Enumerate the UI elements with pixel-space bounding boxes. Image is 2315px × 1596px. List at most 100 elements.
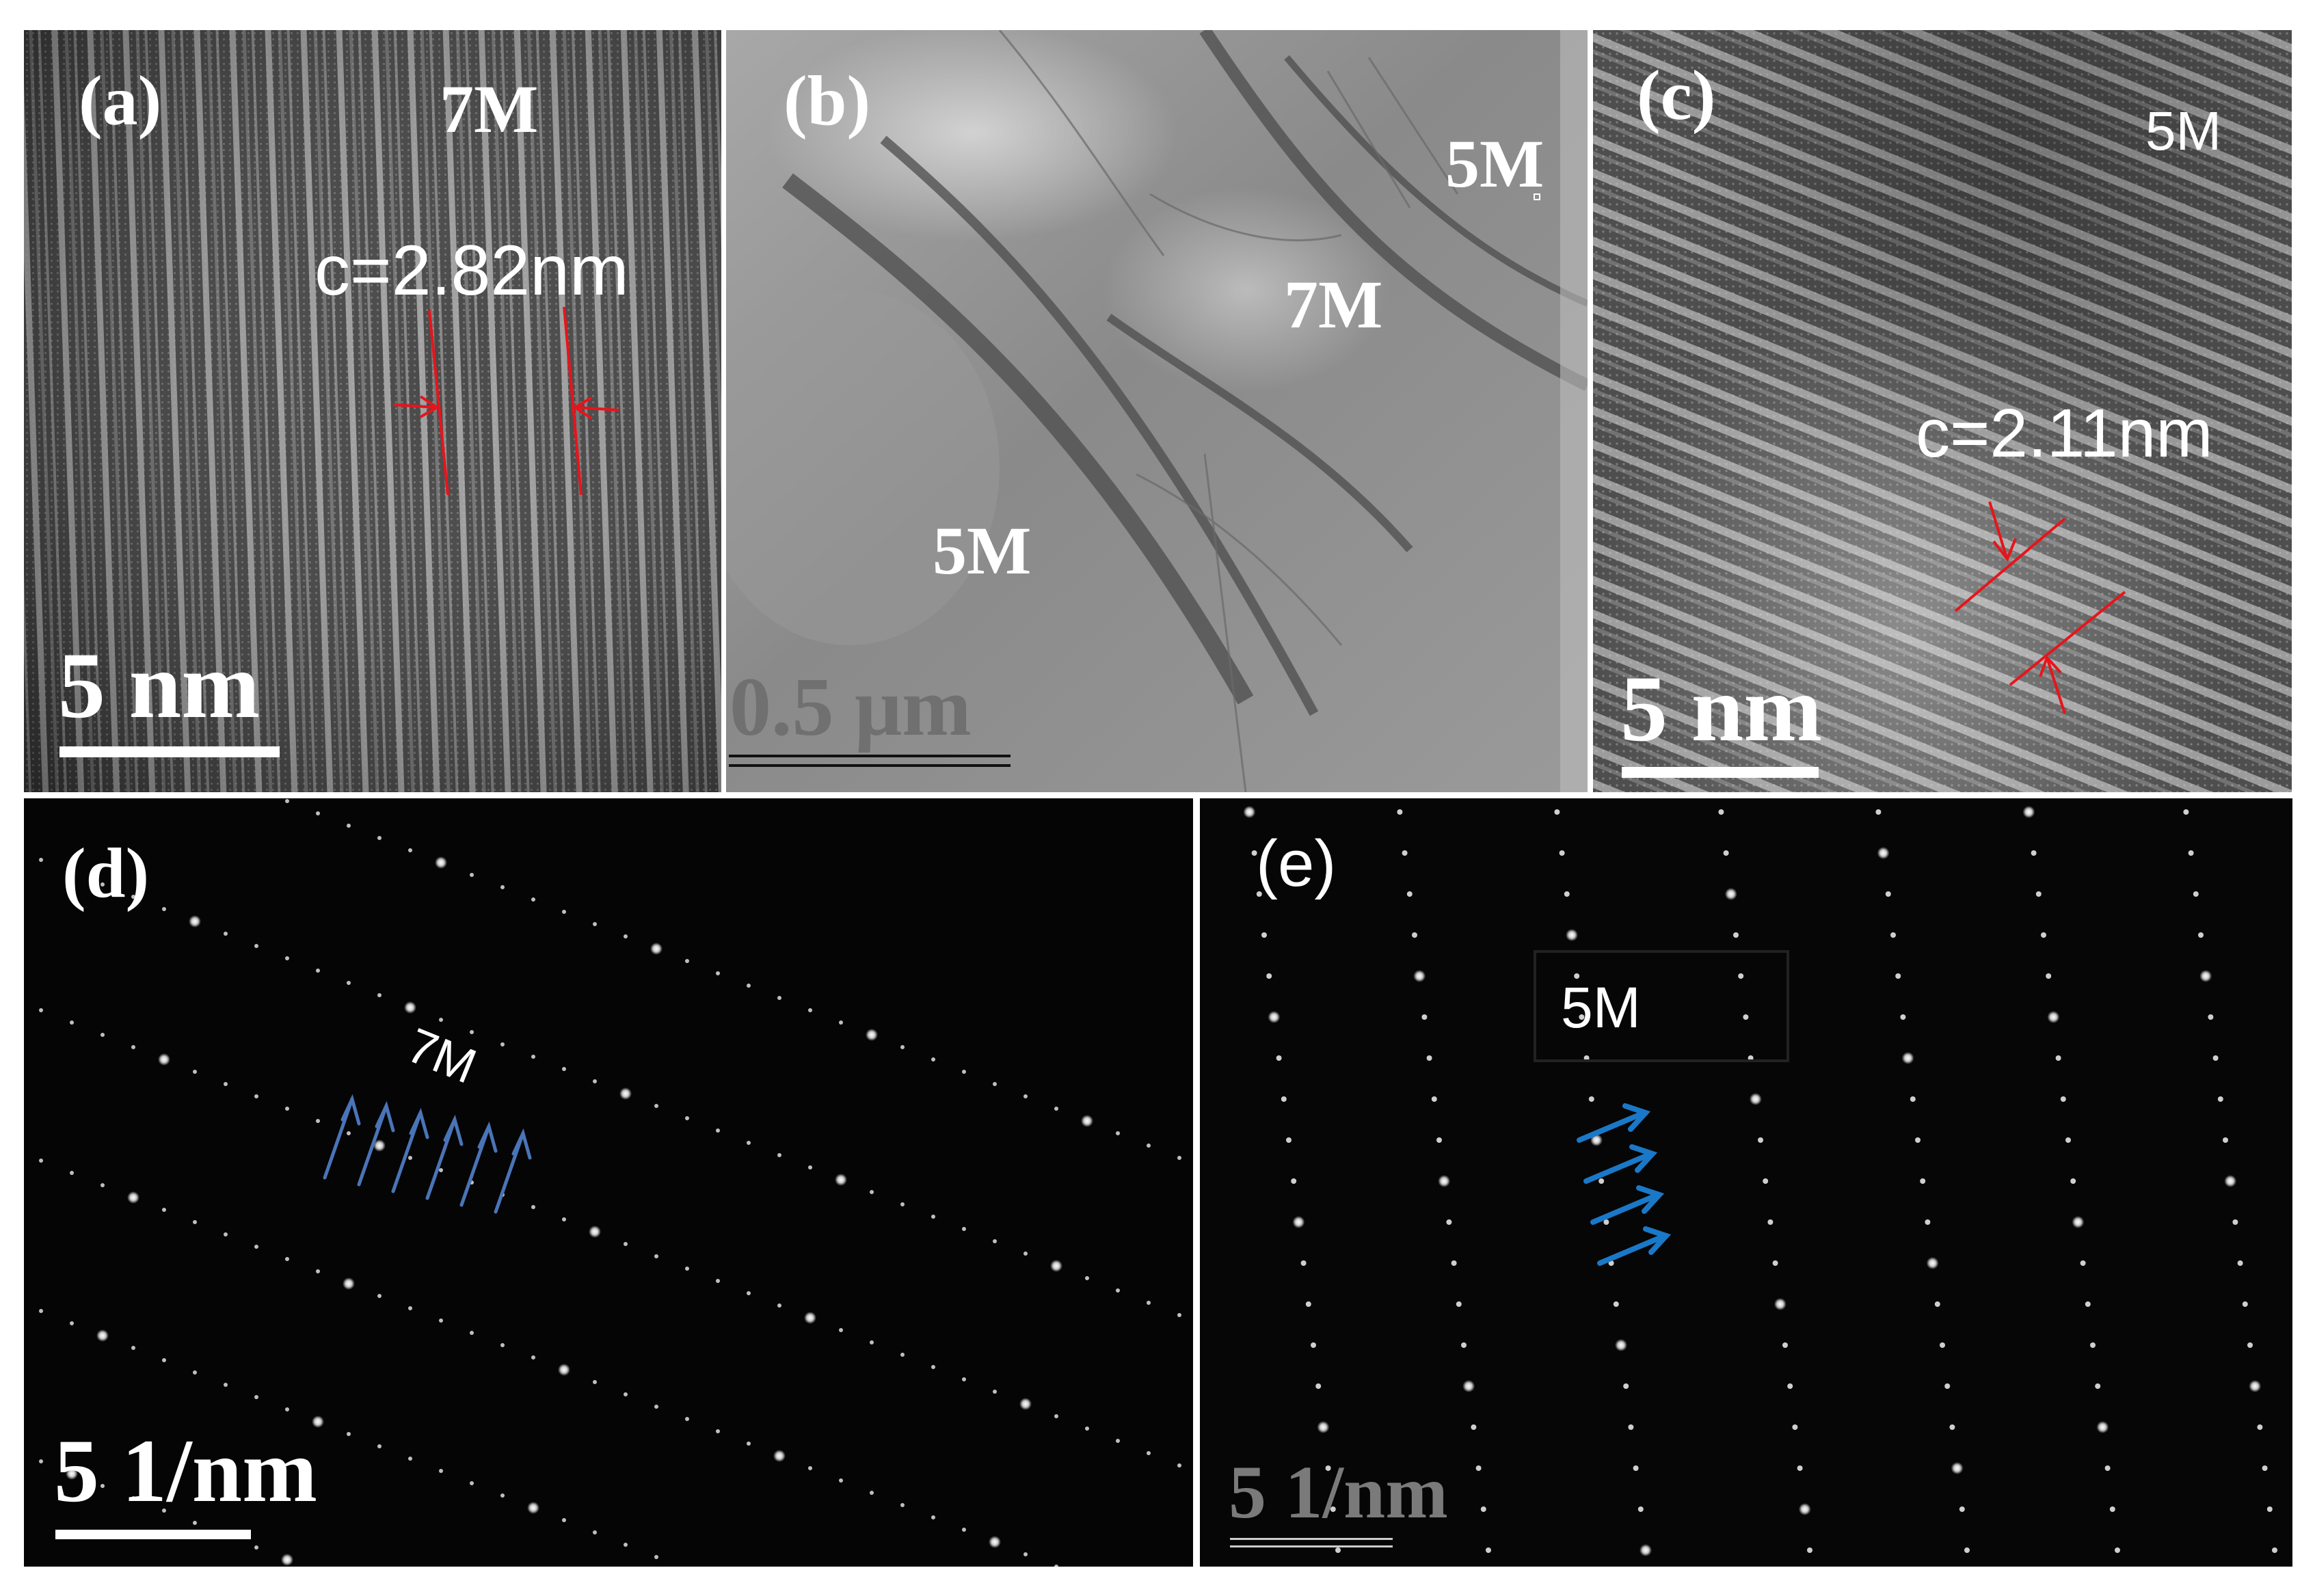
measure-line-lower: [2009, 591, 2126, 686]
panel-b-scalebar: [729, 755, 1011, 767]
diffraction-spot: [747, 984, 751, 988]
diffraction-spot-strong: [158, 1053, 170, 1066]
diffraction-spot: [1890, 932, 1896, 938]
panel-b-letter: (b): [784, 62, 871, 140]
diffraction-spot: [931, 1215, 935, 1219]
diffraction-spot: [500, 885, 505, 889]
diffraction-spot: [808, 1008, 812, 1012]
diffraction-spot: [1412, 932, 1417, 938]
diffraction-spot: [624, 1392, 628, 1396]
diffraction-spot: [900, 1353, 905, 1357]
diffraction-spot: [624, 1242, 628, 1246]
diffraction-spot: [500, 1042, 505, 1046]
diffraction-spot: [624, 934, 628, 938]
diffraction-spot: [870, 1190, 874, 1194]
diffraction-spot: [316, 1269, 320, 1273]
panel-a-scalebar-label: 5 nm: [58, 633, 260, 738]
diffraction-spot-strong: [2072, 1216, 2085, 1228]
diffraction-spot: [1402, 850, 1408, 856]
diffraction-spot-strong: [127, 1191, 139, 1204]
diffraction-spot: [654, 1254, 658, 1258]
diffraction-spot: [1054, 1107, 1058, 1111]
diffraction-spot-strong: [189, 915, 201, 928]
diffraction-spot-strong: [1640, 1544, 1652, 1556]
diffraction-spot: [1949, 1424, 1955, 1430]
diffraction-spot: [1431, 1096, 1437, 1102]
diffraction-spot: [39, 1159, 43, 1163]
diffraction-spot: [1330, 1506, 1336, 1512]
diffraction-spot-strong: [773, 1450, 786, 1462]
diffraction-spot-strong: [1050, 1260, 1062, 1272]
diffraction-spot-strong: [619, 1087, 632, 1100]
panel-b-phase-top-label: 5M: [1445, 126, 1544, 202]
diffraction-spot: [347, 824, 351, 828]
diffraction-spot: [131, 895, 135, 899]
diffraction-spot: [470, 1481, 474, 1485]
diffraction-spot: [931, 1515, 935, 1519]
diffraction-spot: [39, 1309, 43, 1313]
diffraction-spot: [624, 1543, 628, 1547]
diffraction-spot-strong: [404, 1001, 416, 1014]
diffraction-spot: [2242, 1301, 2248, 1307]
measure-line-upper: [1954, 517, 2066, 612]
diffraction-spot: [900, 1503, 905, 1507]
diffraction-spot: [1637, 1506, 1644, 1512]
diffraction-spot-strong: [804, 1312, 816, 1324]
diffraction-spot: [2262, 1465, 2268, 1471]
diffraction-spot-strong: [1749, 1093, 1762, 1105]
diffraction-spot: [993, 1239, 997, 1243]
diffraction-spot: [531, 1205, 535, 1209]
measure-line-left: [428, 310, 449, 496]
diffraction-spot: [2257, 1424, 2263, 1430]
measure-arrows: [1988, 501, 2066, 714]
panel-b-image: [726, 30, 1588, 792]
diffraction-spot: [1261, 932, 1267, 938]
panel-c-hrtem-5m: (c) 5M c=2.11nm 5 nm: [1593, 30, 2292, 792]
diffraction-spot: [593, 922, 597, 926]
diffraction-spot: [1603, 1219, 1609, 1225]
diffraction-spot: [1964, 1547, 1970, 1553]
diffraction-spot: [285, 956, 289, 960]
panel-d-scalebar-label: 5 1/nm: [54, 1420, 318, 1521]
diffraction-spot: [562, 1217, 566, 1221]
diffraction-spot-strong: [1798, 1503, 1811, 1515]
diffraction-spot-strong: [866, 1029, 878, 1041]
diffraction-spot: [777, 996, 781, 1000]
diffraction-spot: [2070, 1178, 2076, 1184]
diffraction-spot: [931, 1365, 935, 1369]
diffraction-spot: [39, 1008, 43, 1012]
diffraction-spot: [2055, 1055, 2061, 1061]
diffraction-spot: [1116, 1288, 1120, 1293]
diffraction-spot: [131, 1045, 135, 1049]
diffraction-spot: [1925, 1219, 1931, 1225]
panel-e-letter: (e): [1256, 827, 1337, 900]
diffraction-spot: [1291, 1178, 1297, 1184]
diffraction-spot: [408, 1156, 412, 1160]
diffraction-spot: [1177, 1313, 1181, 1317]
panel-e-pattern: [1243, 806, 2277, 1556]
diffraction-spot: [1471, 1424, 1477, 1430]
diffraction-spot: [408, 848, 412, 852]
diffraction-spot-strong: [1926, 1257, 1939, 1269]
panel-d-pattern: [39, 799, 1181, 1567]
diffraction-spot: [962, 1070, 966, 1074]
diffraction-spot: [101, 1484, 105, 1488]
panel-e-blue-arrows: [1577, 1103, 1672, 1266]
diffraction-spot: [808, 1165, 812, 1169]
diffraction-spot: [2035, 891, 2042, 897]
diffraction-spot: [162, 1358, 166, 1362]
diffraction-spot-strong: [1413, 970, 1426, 982]
diffraction-spot: [1934, 1301, 1940, 1307]
diffraction-spot-strong: [1268, 1011, 1281, 1023]
diffraction-spot: [39, 1459, 43, 1463]
diffraction-spot: [439, 1469, 443, 1473]
diffraction-spot: [1900, 1014, 1906, 1020]
measure-line-right: [563, 306, 583, 496]
diffraction-spot: [2060, 1096, 2066, 1102]
diffraction-spot: [1574, 973, 1580, 979]
diffraction-spot: [685, 1116, 689, 1120]
diffraction-spot: [1397, 809, 1403, 815]
diffraction-spot: [900, 1202, 905, 1206]
diffraction-spot: [1623, 1383, 1629, 1389]
diffraction-spot: [1797, 1465, 1803, 1471]
